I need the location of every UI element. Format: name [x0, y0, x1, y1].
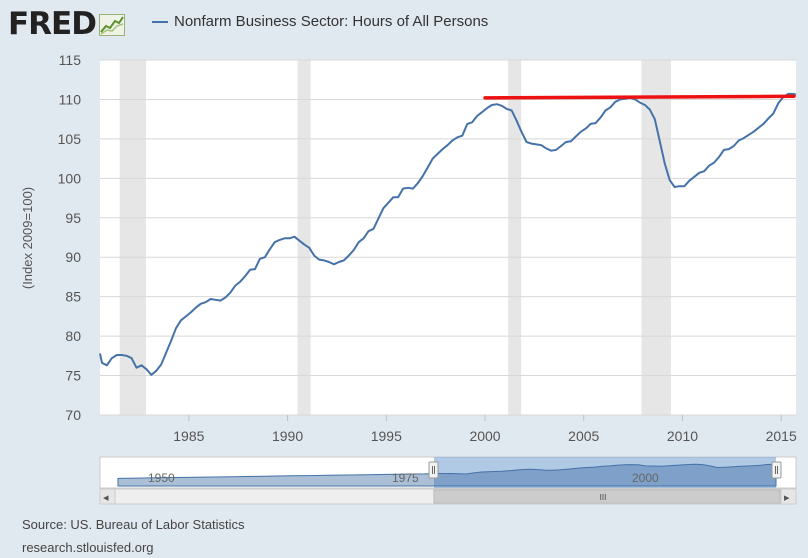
plot-background — [100, 60, 796, 415]
y-tick-label: 105 — [58, 131, 82, 147]
x-tick-label: 2005 — [568, 428, 599, 444]
y-tick-label: 90 — [65, 249, 81, 265]
y-axis-label: (Index 2009=100) — [20, 187, 35, 289]
x-tick-label: 2000 — [469, 428, 500, 444]
navigator[interactable]: 1950 1975 2000 — [99, 456, 797, 489]
navigator-selected-range[interactable] — [434, 457, 776, 488]
logo-text: FRED — [8, 6, 97, 42]
gridlines — [100, 59, 796, 416]
y-axis-ticks: 70 75 80 85 90 95 100 105 110 115 — [58, 52, 82, 423]
series-line[interactable] — [99, 92, 797, 376]
scrollbar[interactable]: ◂ III ▸ — [99, 488, 797, 505]
navigator-left-handle[interactable] — [428, 461, 439, 479]
header: FRED Nonfarm Business Sector: Hours of A… — [0, 0, 808, 50]
x-axis-ticks: 1985 1990 1995 2000 2005 2010 2015 — [173, 415, 797, 444]
scrollbar-left-arrow-icon: ◂ — [103, 492, 109, 504]
navigator-tick-label: 1975 — [392, 471, 419, 485]
fred-logo[interactable]: FRED — [8, 6, 125, 42]
y-tick-label: 85 — [65, 289, 81, 305]
y-tick-label: 100 — [58, 170, 82, 186]
y-tick-label: 75 — [65, 368, 81, 384]
legend: Nonfarm Business Sector: Hours of All Pe… — [152, 13, 488, 30]
navigator-right-handle[interactable] — [771, 461, 782, 479]
y-tick-label: 80 — [65, 328, 81, 344]
x-tick-label: 2015 — [766, 428, 797, 444]
recession-band — [297, 60, 311, 415]
source-text: Source: US. Bureau of Labor Statistics — [22, 517, 245, 532]
x-tick-label: 1985 — [173, 428, 204, 444]
recession-band — [641, 60, 672, 415]
recession-band — [508, 60, 522, 415]
navigator-tick-label: 1950 — [148, 471, 175, 485]
y-tick-label: 115 — [59, 52, 82, 68]
navigator-series-area — [117, 463, 777, 487]
y-tick-label: 95 — [65, 210, 81, 226]
source-url-link[interactable]: research.stlouisfed.org — [22, 540, 154, 555]
scrollbar-right-button[interactable] — [780, 488, 797, 505]
scrollbar-left-button[interactable] — [99, 488, 116, 505]
scrollbar-right-arrow-icon: ▸ — [784, 492, 790, 504]
chart: 70 75 80 85 90 95 100 105 110 115 1985 1990 1995 200… — [20, 52, 797, 505]
x-tick-label: 1990 — [272, 428, 303, 444]
recession-bands — [119, 60, 672, 415]
scrollbar-grip: III — [600, 493, 607, 502]
x-tick-label: 2010 — [667, 428, 698, 444]
legend-label: Nonfarm Business Sector: Hours of All Pe… — [174, 13, 489, 30]
legend-swatch — [152, 20, 168, 23]
scrollbar-thumb[interactable] — [433, 489, 781, 504]
y-tick-label: 110 — [59, 91, 82, 107]
annotation-red-line — [483, 94, 796, 100]
navigator-tick-label: 2000 — [632, 471, 659, 485]
x-tick-label: 1995 — [371, 428, 402, 444]
mini-line-chart-icon — [98, 14, 125, 36]
y-tick-label: 70 — [65, 407, 81, 423]
